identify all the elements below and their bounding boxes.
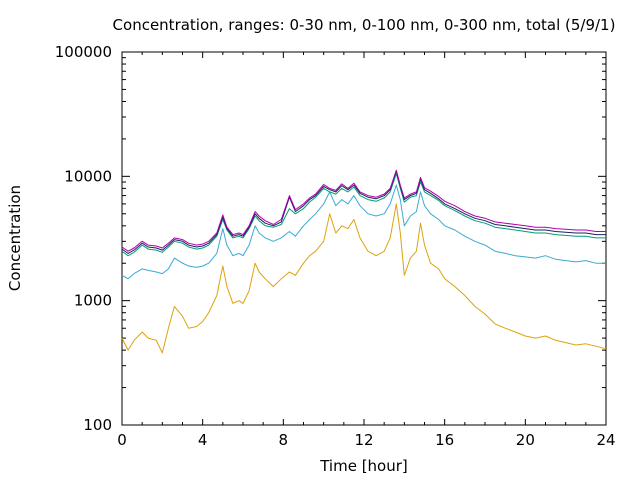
y-tick-label: 10000: [64, 167, 112, 185]
series-line-5: [121, 169, 606, 252]
x-tick-label: 4: [198, 431, 208, 449]
series-line-3: [121, 173, 606, 257]
x-tick-label: 20: [516, 431, 535, 449]
y-axis-label: Concentration: [6, 185, 24, 291]
series-group: [121, 169, 607, 354]
axis-ticks: [121, 51, 607, 426]
x-tick-labels: 0 4 8 12 16 20 24: [117, 431, 615, 449]
y-tick-label: 100: [83, 416, 112, 434]
x-tick-label: 8: [279, 431, 289, 449]
series-line-1: [121, 203, 607, 354]
series-line-2: [121, 184, 606, 280]
series-line-4: [121, 170, 606, 254]
x-tick-label: 12: [354, 431, 373, 449]
chart-title: Concentration, ranges: 0-30 nm, 0-100 nm…: [113, 16, 616, 34]
y-tick-label: 1000: [74, 292, 112, 310]
plot-area-frame: [121, 51, 607, 426]
y-tick-labels: 100 1000 10000 100000: [55, 43, 112, 434]
y-tick-label: 100000: [55, 43, 112, 61]
x-axis-label: Time [hour]: [319, 457, 408, 475]
x-tick-label: 16: [435, 431, 454, 449]
x-tick-label: 0: [117, 431, 127, 449]
x-tick-label: 24: [596, 431, 615, 449]
